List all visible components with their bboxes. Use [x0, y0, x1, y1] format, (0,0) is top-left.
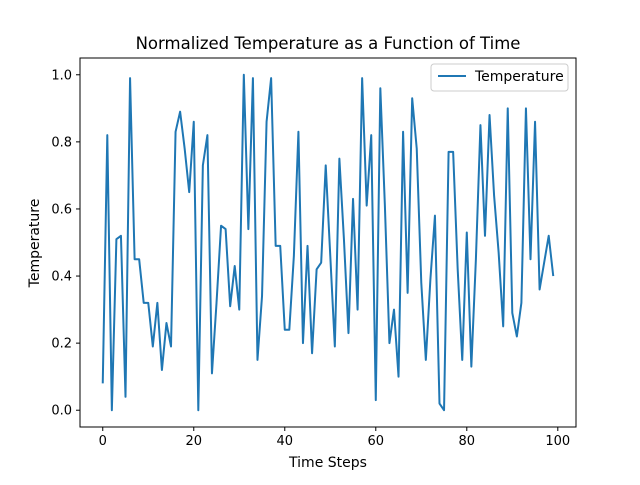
y-axis: 0.0 0.2 0.4 0.6 0.8 1.0: [51, 68, 80, 419]
x-tick-label: 0: [99, 434, 107, 449]
y-tick-label: 0.0: [51, 404, 72, 419]
y-tick-label: 0.2: [51, 337, 72, 352]
plot-frame: [79, 57, 577, 428]
y-tick-label: 0.6: [51, 202, 72, 217]
legend-label: Temperature: [474, 69, 564, 85]
y-tick-label: 0.4: [51, 270, 72, 285]
x-tick-label: 80: [459, 434, 476, 449]
x-axis-label: Time Steps: [288, 455, 367, 471]
x-axis: 0 20 40 60 80 100: [99, 427, 570, 449]
y-tick-label: 0.8: [51, 135, 72, 150]
legend-box: [430, 63, 569, 92]
series-line-0: [101, 73, 555, 412]
x-tick-label: 20: [185, 434, 202, 449]
x-tick-label: 100: [545, 434, 570, 449]
x-tick-label: 40: [276, 434, 293, 449]
y-axis-label: Temperature: [27, 199, 43, 289]
chart-title: Normalized Temperature as a Function of …: [136, 34, 521, 53]
x-tick-label: 60: [368, 434, 385, 449]
plot-area: [79, 57, 577, 428]
y-tick-label: 1.0: [51, 68, 72, 83]
legend: Temperature: [430, 63, 569, 92]
